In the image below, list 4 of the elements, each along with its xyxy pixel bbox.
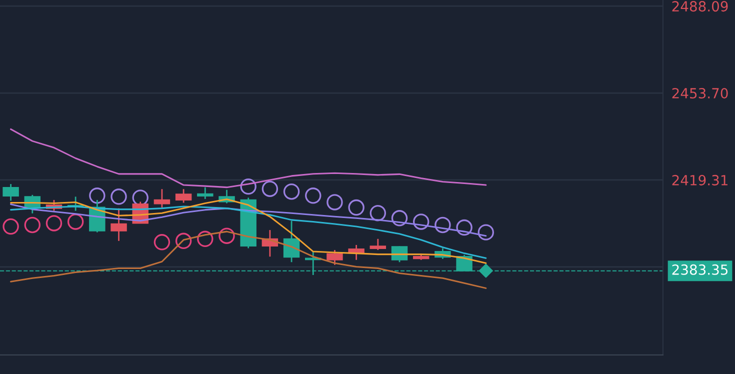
y-tick-label: 2488.09 [672,1,728,12]
ref-line-label: 2383.35 [672,264,728,275]
y-tick-label: 2419.31 [672,174,728,186]
y-tick-label: 2453.70 [672,88,728,99]
